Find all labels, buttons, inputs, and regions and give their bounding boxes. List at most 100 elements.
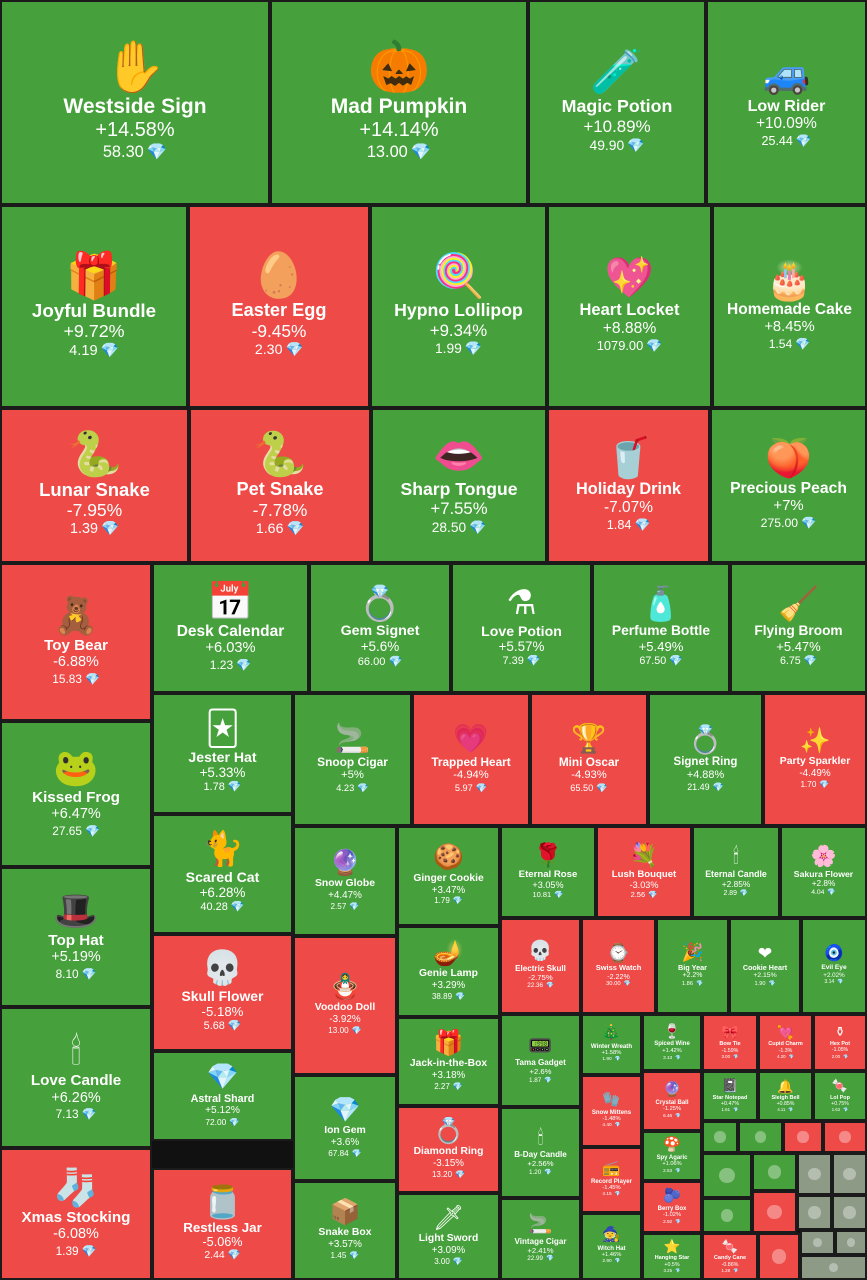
tile-homemade-cake[interactable]: 🎂 Homemade Cake +8.45% 1.54 💎 [712,205,867,408]
tile-voodoo-doll[interactable]: 🪆 Voodoo Doll -3.92% 13.00 💎 [293,936,397,1075]
tile-jester-hat[interactable]: 🃏 Jester Hat +5.33% 1.78 💎 [152,693,293,814]
tile-gem-signet[interactable]: 💍 Gem Signet +5.6% 66.00 💎 [309,563,451,693]
tile-change: +2.6% [529,1067,552,1077]
tile-small[interactable] [823,1121,867,1153]
tile-price-row: 66.00 💎 [358,656,402,669]
tile-name: Bow Tie [719,1041,741,1048]
tile-top-hat[interactable]: 🎩 Top Hat +5.19% 8.10 💎 [0,867,152,1007]
bouquet-icon: 💐 [629,842,659,868]
tile-joyful-bundle[interactable]: 🎁 Joyful Bundle +9.72% 4.19 💎 [0,205,188,408]
tile-spiced-wine[interactable]: 🍷 Spiced Wine +1.42% 3.13 💎 [642,1014,702,1071]
tile-mini-oscar[interactable]: 🏆 Mini Oscar -4.93% 65.50 💎 [530,693,648,826]
tile-kissed-frog[interactable]: 🐸 Kissed Frog +6.47% 27.65 💎 [0,721,152,867]
tile-small[interactable] [752,1153,797,1191]
tile-tama-gadget[interactable]: 📟 Tama Gadget +2.6% 1.87 💎 [500,1014,581,1107]
tile-hypno-lollipop[interactable]: 🍭 Hypno Lollipop +9.34% 1.99 💎 [370,205,547,408]
tile-swiss-watch[interactable]: ⌚ Swiss Watch -2.22% 30.00 💎 [581,918,656,1014]
tile-snow-mittens[interactable]: 🧤 Snow Mittens -1.48% 4.40 💎 [581,1075,642,1147]
tile-small[interactable] [832,1195,867,1230]
tile-ion-gem[interactable]: 💎 Ion Gem +3.6% 67.84 💎 [293,1075,397,1181]
tile-astral-shard[interactable]: 💎 Astral Shard +5.12% 72.00 💎 [152,1051,293,1141]
tile-eternal-candle[interactable]: 🕯 Eternal Candle +2.85% 2.89 💎 [692,826,780,918]
tile-precious-peach[interactable]: 🍑 Precious Peach +7% 275.00 💎 [710,408,867,563]
tile-toy-bear[interactable]: 🧸 Toy Bear -6.88% 15.83 💎 [0,563,152,721]
gift-icon [813,1238,822,1247]
tile-witch-hat[interactable]: 🧙 Witch Hat +1.46% 2.90 💎 [581,1213,642,1280]
tile-small[interactable] [758,1233,800,1280]
tile-winter-wreath[interactable]: 🎄 Winter Wreath +1.58% 1.90 💎 [581,1014,642,1075]
tile-small[interactable] [702,1153,752,1198]
tile-cupid-charm[interactable]: 💘 Cupid Charm -1.3% 4.20 💎 [758,1014,813,1071]
tile-sakura-flower[interactable]: 🌸 Sakura Flower +2.8% 4.04 💎 [780,826,867,918]
tile-love-candle[interactable]: 🕯 Love Candle +6.26% 7.13 💎 [0,1007,152,1148]
tile-hanging-star[interactable]: ⭐ Hanging Star +0.5% 3.25 💎 [642,1233,702,1280]
tile-crystal-ball[interactable]: 🔮 Crystal Ball -1.25% 6.46 💎 [642,1071,702,1131]
tile-lunar-snake[interactable]: 🐍 Lunar Snake -7.95% 1.39 💎 [0,408,189,563]
tile-flying-broom[interactable]: 🧹 Flying Broom +5.47% 6.75 💎 [730,563,867,693]
tile-berry-box[interactable]: 🫐 Berry Box -1.02% 2.92 💎 [642,1181,702,1233]
tile-small[interactable] [835,1230,867,1255]
tile-xmas-stocking[interactable]: 🧦 Xmas Stocking -6.08% 1.39 💎 [0,1148,152,1280]
tile-signet-ring[interactable]: 💍 Signet Ring +4.88% 21.49 💎 [648,693,763,826]
tile-small[interactable] [752,1191,797,1233]
tile-scared-cat[interactable]: 🐈 Scared Cat +6.28% 40.28 💎 [152,814,293,934]
cigar-icon: 🚬 [334,723,371,756]
tile-small[interactable] [797,1195,832,1230]
tile-perfume-bottle[interactable]: 🧴 Perfume Bottle +5.49% 67.50 💎 [592,563,730,693]
tile-lush-bouquet[interactable]: 💐 Lush Bouquet -3.03% 2.56 💎 [596,826,692,918]
tile-price: 3.00 [434,1256,450,1266]
diamond-icon: 💎 [554,890,564,900]
tile-snoop-cigar[interactable]: 🚬 Snoop Cigar +5% 4.23 💎 [293,693,412,826]
tile-trapped-heart[interactable]: 💗 Trapped Heart -4.94% 5.97 💎 [412,693,530,826]
tile-desk-calendar[interactable]: 📅 Desk Calendar +6.03% 1.23 💎 [152,563,309,693]
tile-ginger-cookie[interactable]: 🍪 Ginger Cookie +3.47% 1.79 💎 [397,826,500,926]
tile-cookie-heart[interactable]: ❤ Cookie Heart +2.15% 1.90 💎 [729,918,801,1014]
tile-sharp-tongue[interactable]: 👄 Sharp Tongue +7.55% 28.50 💎 [371,408,547,563]
tile-light-sword[interactable]: 🗡 Light Sword +3.09% 3.00 💎 [397,1193,500,1280]
tile-evil-eye[interactable]: 🧿 Evil Eye +2.02% 3.14 💎 [801,918,867,1014]
tile-pet-snake[interactable]: 🐍 Pet Snake -7.78% 1.66 💎 [189,408,371,563]
tile-eternal-rose[interactable]: 🌹 Eternal Rose +3.05% 10.81 💎 [500,826,596,918]
tile-westside-sign[interactable]: ✋ Westside Sign +14.58% 58.30 💎 [0,0,270,205]
tile-small[interactable] [702,1198,752,1233]
tile-restless-jar[interactable]: 🫙 Restless Jar -5.06% 2.44 💎 [152,1168,293,1280]
tile-electric-skull[interactable]: 💀 Electric Skull -2.75% 22.36 💎 [500,918,581,1014]
cupid-icon: 💘 [777,1025,794,1041]
tile-magic-potion[interactable]: 🧪 Magic Potion +10.89% 49.90 💎 [528,0,706,205]
tile-big-year[interactable]: 🎉 Big Year +2.2% 1.86 💎 [656,918,729,1014]
tile-star-notepad[interactable]: 📓 Star Notepad +0.47% 1.61 💎 [702,1071,758,1121]
tile-genie-lamp[interactable]: 🪔 Genie Lamp +3.29% 38.89 💎 [397,926,500,1017]
tile-party-sparkler[interactable]: ✨ Party Sparkler -4.49% 1.70 💎 [763,693,867,826]
tile-spy-agaric[interactable]: 🍄 Spy Agaric +1.06% 2.53 💎 [642,1131,702,1181]
tile-snow-globe[interactable]: 🔮 Snow Globe +4.47% 2.57 💎 [293,826,397,936]
tile-easter-egg[interactable]: 🥚 Easter Egg -9.45% 2.30 💎 [188,205,370,408]
tile-small[interactable] [783,1121,823,1153]
tile-heart-locket[interactable]: 💖 Heart Locket +8.88% 1079.00 💎 [547,205,712,408]
tile-snake-box[interactable]: 📦 Snake Box +3.57% 1.45 💎 [293,1181,397,1280]
tile-small[interactable] [800,1230,835,1255]
tile-bow-tie[interactable]: 🎀 Bow Tie -1.59% 3.00 💎 [702,1014,758,1071]
tile-lol-pop[interactable]: 🍬 Lol Pop +0.75% 1.63 💎 [813,1071,867,1121]
tile-diamond-ring[interactable]: 💍 Diamond Ring -3.15% 13.20 💎 [397,1106,500,1193]
tile-low-rider[interactable]: 🚙 Low Rider +10.09% 25.44 💎 [706,0,867,205]
tile-sleigh-bell[interactable]: 🔔 Sleigh Bell +0.85% 4.11 💎 [758,1071,813,1121]
tile-small[interactable] [738,1121,783,1153]
tile-record-player[interactable]: 📻 Record Player -1.45% 4.15 💎 [581,1147,642,1213]
tile-b-day-candle[interactable]: 🕯 B-Day Candle +2.56% 1.20 💎 [500,1107,581,1198]
tile-small[interactable] [797,1153,832,1195]
tile-mad-pumpkin[interactable]: 🎃 Mad Pumpkin +14.14% 13.00 💎 [270,0,528,205]
tile-jack-in-the-box[interactable]: 🎁 Jack-in-the-Box +3.18% 2.27 💎 [397,1017,500,1106]
tile-small[interactable] [702,1121,738,1153]
tile-vintage-cigar[interactable]: 🚬 Vintage Cigar +2.41% 22.99 💎 [500,1198,581,1280]
tile-love-potion[interactable]: ⚗ Love Potion +5.57% 7.39 💎 [451,563,592,693]
tile-holiday-drink[interactable]: 🥤 Holiday Drink -7.07% 1.84 💎 [547,408,710,563]
diamond-icon: 💎 [357,782,369,793]
tile-name: Electric Skull [515,963,566,973]
tile-small[interactable] [832,1153,867,1195]
tile-candy-cane[interactable]: 🍬 Candy Cane -0.86% 1.28 💎 [702,1233,758,1280]
tile-hex-pot[interactable]: ⚱ Hex Pot -1.05% 2.00 💎 [813,1014,867,1071]
tile-change: +0.47% [720,1101,740,1108]
tile-skull-flower[interactable]: 💀 Skull Flower -5.18% 5.68 💎 [152,934,293,1051]
tile-small[interactable] [800,1255,867,1280]
tile-name: Magic Potion [561,96,673,117]
